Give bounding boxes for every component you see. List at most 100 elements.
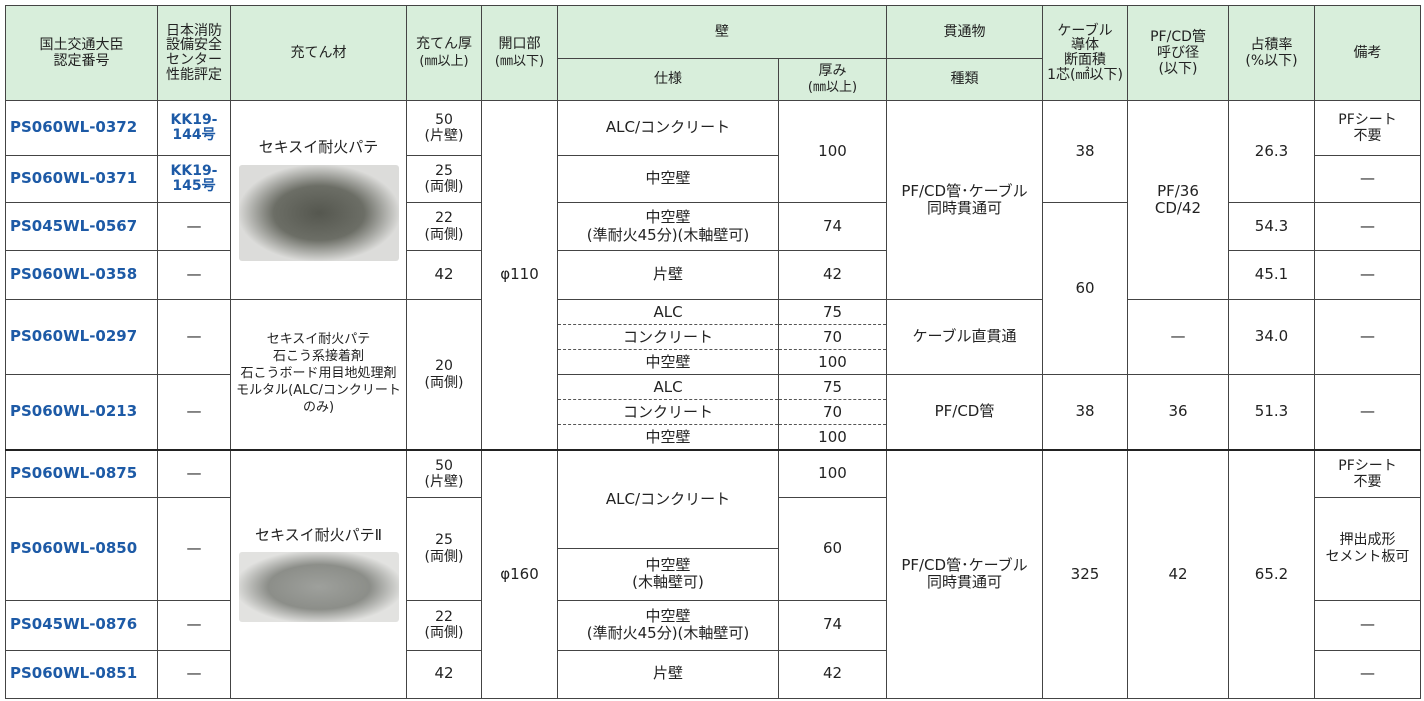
v-note: (片壁) [424,473,464,490]
header: 壁 [557,5,887,59]
eval: — [157,496,231,601]
cert: PS060WL-0213 [5,374,158,451]
cable: 60 [1042,202,1128,375]
pipe: 42 [1127,449,1229,699]
wall-spec: ALC コンクリート 中空壁 [557,374,779,451]
wall-spec: 片壁 [557,649,779,699]
sub: 70 [779,400,886,425]
note: — [1314,299,1421,375]
v-note: (両側) [424,226,464,243]
eval: — [157,449,231,498]
header: 占積率 (%以下) [1228,5,1315,101]
sub: 70 [779,325,886,350]
thick: 20 (両側) [406,299,482,451]
pipe: PF/36 CD/42 [1127,100,1229,300]
filler-name: セキスイ耐火パテⅡ [255,525,382,544]
note: PFシート 不要 [1314,449,1421,498]
eval: — [157,250,231,300]
eval: KK19- 144号 [157,100,231,156]
header-unit: (㎜以下) [494,53,545,69]
sub: 中空壁 [645,353,691,371]
eval: — [157,599,231,651]
cert: PS045WL-0567 [5,202,158,251]
ratio: 65.2 [1228,449,1315,699]
thick: 50 (片壁) [406,449,482,498]
v-note: (両側) [424,179,464,195]
v: 50 [435,457,453,474]
pipe: 36 [1127,374,1229,451]
sub: 75 [779,375,886,400]
note: 押出成形 セメント板可 [1314,496,1421,601]
v: 25 [435,162,453,179]
wall-spec: ALC/コンクリート [557,449,779,549]
wall-spec: 片壁 [557,250,779,300]
eval: KK19- 145号 [157,155,231,203]
wall-thick: 100 [778,449,887,498]
v: 25 [435,532,453,549]
header: 厚み (㎜以上) [778,58,887,101]
cable: 38 [1042,374,1128,451]
wall-thick: 60 [778,496,887,601]
cert: PS060WL-0372 [5,100,158,156]
header: PF/CD管 呼び径 (以下) [1127,5,1229,101]
cable: 325 [1042,449,1128,699]
header: 種類 [886,58,1043,101]
header: 備考 [1314,5,1421,101]
header-unit: (㎜以上) [807,80,858,96]
v-note: (両側) [424,548,464,565]
eval: — [157,649,231,699]
wall-spec: 中空壁 (準耐火45分)(木軸壁可) [557,599,779,651]
header-text: 開口部 [498,36,541,53]
wall-thick: 75 70 100 [778,299,887,375]
wall-spec: 中空壁 [557,155,779,203]
header: 仕様 [557,58,779,101]
v-note: (両側) [424,625,464,641]
opening: φ160 [481,449,558,699]
wall-spec: 中空壁 (準耐火45分)(木軸壁可) [557,202,779,251]
product-photo [238,164,399,261]
wall-thick: 42 [778,649,887,699]
note: — [1314,202,1421,251]
header-text: 厚み [818,62,847,79]
sub: ALC [558,301,778,325]
cable: 38 [1042,100,1128,203]
note: — [1314,250,1421,300]
cert: PS060WL-0358 [5,250,158,300]
v: 22 [435,608,453,625]
thick: 42 [406,250,482,300]
v-note: (片壁) [424,128,464,144]
note: — [1314,155,1421,203]
eval: — [157,299,231,375]
sub: 中空壁 [645,428,691,446]
thick: 25 (両側) [406,496,482,601]
sub: 75 [779,301,886,325]
wall-thick: 74 [778,599,887,651]
cert: PS060WL-0875 [5,449,158,498]
pen: PF/CD管 [886,374,1043,451]
cert: PS060WL-0851 [5,649,158,699]
cert: PS045WL-0876 [5,599,158,651]
wall-thick: 75 70 100 [778,374,887,451]
ratio: 45.1 [1228,250,1315,300]
table: 国土交通大臣 認定番号 日本消防 設備安全 センター 性能評定 充てん材 充てん… [5,5,1421,699]
header: 日本消防 設備安全 センター 性能評定 [157,5,231,101]
header: 国土交通大臣 認定番号 [5,5,158,101]
wall-thick: 42 [778,250,887,300]
ratio: 26.3 [1228,100,1315,203]
wall-thick: 100 [778,100,887,203]
cert: PS060WL-0371 [5,155,158,203]
filler: セキスイ耐火パテ 石こう系接着剤 石こうボード用目地処理剤 モルタル(ALC/コ… [230,299,407,451]
product-photo [238,551,399,622]
cert: PS060WL-0297 [5,299,158,375]
header-unit: (㎜以上) [419,53,469,69]
pen: ケーブル直貫通 [886,299,1043,375]
thick: 22 (両側) [406,599,482,651]
note: — [1314,599,1421,651]
v-note: (両側) [424,374,464,391]
filler: セキスイ耐火パテ [230,100,407,300]
header: 開口部 (㎜以下) [481,5,558,101]
sub: コンクリート [558,400,778,425]
sub: コンクリート [558,325,778,350]
